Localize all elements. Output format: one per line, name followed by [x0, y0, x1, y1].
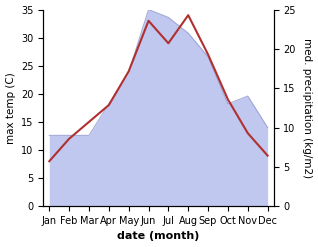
Y-axis label: med. precipitation (kg/m2): med. precipitation (kg/m2) [302, 38, 313, 178]
X-axis label: date (month): date (month) [117, 231, 200, 242]
Y-axis label: max temp (C): max temp (C) [5, 72, 16, 144]
